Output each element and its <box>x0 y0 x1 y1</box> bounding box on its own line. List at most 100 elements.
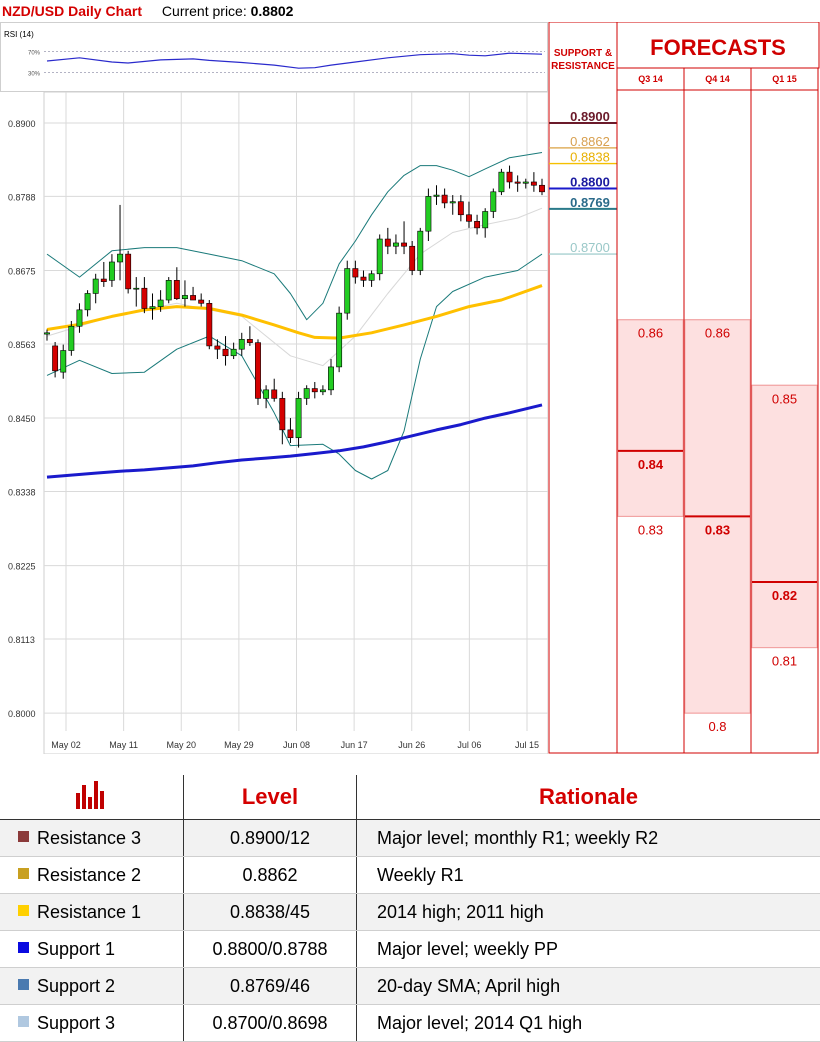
level-name-cell: Support 3 <box>0 1005 184 1042</box>
candle-body <box>345 269 350 314</box>
sr-level-label: 0.8769 <box>570 195 610 210</box>
candle <box>418 228 423 275</box>
forecast-column-label: Q1 15 <box>772 74 797 84</box>
rsi-level-label: 70% <box>28 51 41 57</box>
forecast-mark-label: 0.86 <box>638 326 663 341</box>
candle <box>166 277 171 303</box>
forecast-mark-label: 0.83 <box>638 522 663 537</box>
color-swatch <box>18 905 29 916</box>
candle-body <box>312 389 317 392</box>
y-tick-label: 0.8450 <box>8 414 36 424</box>
candle <box>410 241 415 275</box>
column-header-level: Level <box>184 775 357 820</box>
bar-chart-icon <box>0 775 184 820</box>
candle-body <box>69 326 74 350</box>
candle-body <box>174 280 179 298</box>
candle-body <box>61 351 66 373</box>
level-value-cell: 0.8769/46 <box>184 968 357 1005</box>
sr-title-line1: SUPPORT & <box>554 48 612 59</box>
y-tick-label: 0.8675 <box>8 267 36 277</box>
candle-body <box>150 307 155 309</box>
y-tick-label: 0.8563 <box>8 340 36 350</box>
candle-body <box>263 390 268 399</box>
candle-body <box>515 182 520 183</box>
color-swatch <box>18 868 29 879</box>
level-value-cell: 0.8800/0.8788 <box>184 931 357 968</box>
candle-body <box>77 310 82 326</box>
level-name-cell: Resistance 3 <box>0 820 184 857</box>
y-tick-label: 0.8900 <box>8 119 36 129</box>
rsi-label: RSI (14) <box>4 30 34 39</box>
sr-level-label: 0.8700 <box>570 240 610 255</box>
candle <box>499 169 504 195</box>
candle-body <box>272 390 277 399</box>
level-name-cell: Resistance 1 <box>0 894 184 931</box>
forecast-mark-label: 0.84 <box>638 457 664 472</box>
candle-body <box>288 430 293 438</box>
forecast-mark-label: 0.8 <box>708 719 726 734</box>
candle-body <box>353 269 358 278</box>
level-value-cell: 0.8900/12 <box>184 820 357 857</box>
candle-body <box>134 288 139 289</box>
rsi-panel: RSI (14) 70% 30% <box>0 22 548 92</box>
candle-body <box>190 295 195 300</box>
candle-body <box>231 349 236 356</box>
candle-body <box>320 390 325 392</box>
candle-body <box>247 339 252 342</box>
level-name: Resistance 3 <box>37 828 141 848</box>
candle-body <box>336 313 341 367</box>
rsi-level-label: 30% <box>28 71 41 77</box>
candle-body <box>199 300 204 303</box>
y-tick-label: 0.8338 <box>8 488 36 498</box>
candle <box>126 251 131 294</box>
candle-body <box>474 221 479 228</box>
candle-body <box>523 182 528 183</box>
candle-body <box>328 367 333 390</box>
candle-body <box>215 346 220 349</box>
candle-body <box>255 343 260 399</box>
candle-body <box>401 243 406 246</box>
color-swatch <box>18 942 29 953</box>
rationale-cell: 2014 high; 2011 high <box>357 894 820 931</box>
candle-body <box>166 280 171 300</box>
level-name-cell: Support 2 <box>0 968 184 1005</box>
candle <box>207 300 212 349</box>
candle-body <box>531 182 536 185</box>
x-tick-label: May 11 <box>109 740 138 750</box>
candle-body <box>499 172 504 192</box>
level-name: Support 3 <box>37 1013 115 1033</box>
x-tick-label: Jun 08 <box>283 740 310 750</box>
current-price-label: Current price: <box>162 3 247 19</box>
x-tick-label: Jun 26 <box>398 740 425 750</box>
candle-body <box>450 202 455 203</box>
candle-body <box>239 339 244 349</box>
candle-body <box>385 239 390 246</box>
candle-body <box>126 254 131 289</box>
y-tick-label: 0.8113 <box>8 635 35 645</box>
color-swatch <box>18 1016 29 1027</box>
candle-body <box>491 192 496 212</box>
level-value-cell: 0.8838/45 <box>184 894 357 931</box>
candle-body <box>410 246 415 270</box>
x-tick-label: May 29 <box>224 740 254 750</box>
x-tick-label: May 20 <box>166 740 196 750</box>
forecast-range-band <box>752 385 817 647</box>
color-swatch <box>18 831 29 842</box>
x-tick-label: Jul 06 <box>457 740 481 750</box>
rationale-cell: Major level; 2014 Q1 high <box>357 1005 820 1042</box>
candle-body <box>52 346 57 371</box>
x-tick-label: Jun 17 <box>341 740 368 750</box>
candle-body <box>280 398 285 429</box>
candle-body <box>377 239 382 274</box>
candle-body <box>296 398 301 437</box>
candle-body <box>93 279 98 293</box>
candle-body <box>483 211 488 227</box>
level-value-cell: 0.8700/0.8698 <box>184 1005 357 1042</box>
column-header-rationale: Rationale <box>357 775 820 820</box>
level-name-cell: Resistance 2 <box>0 857 184 894</box>
forecasts-title: FORECASTS <box>650 35 786 60</box>
rationale-cell: Major level; weekly PP <box>357 931 820 968</box>
